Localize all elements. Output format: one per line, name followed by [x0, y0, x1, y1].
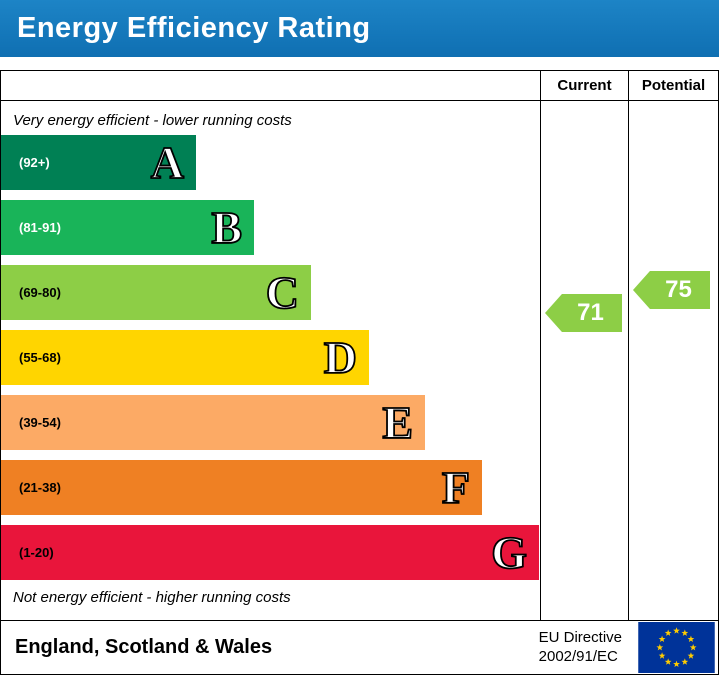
current-rating-arrow: 71	[545, 294, 622, 332]
band-d: (55-68) D	[1, 330, 369, 385]
region-label: England, Scotland & Wales	[15, 636, 273, 658]
potential-rating-arrow: 75	[633, 271, 710, 309]
band-c-range: (69-80)	[19, 285, 61, 300]
potential-column: 75	[628, 101, 718, 620]
eu-flag-icon	[638, 622, 715, 673]
energy-rating-chart: Current Potential Very energy efficient …	[0, 70, 719, 621]
footer-strip: England, Scotland & Wales EU Directive 2…	[0, 621, 719, 675]
band-d-range: (55-68)	[19, 350, 61, 365]
band-c-letter: C	[265, 266, 300, 318]
band-g: (1-20) G	[1, 525, 539, 580]
eu-directive-label: EU Directive 2002/91/EC	[539, 629, 622, 667]
potential-rating-value: 75	[665, 276, 692, 303]
band-g-letter: G	[490, 526, 528, 578]
band-e: (39-54) E	[1, 395, 425, 450]
eu-directive-line1: EU Directive	[538, 628, 622, 646]
band-b: (81-91) B	[1, 200, 254, 255]
title-banner: Energy Efficiency Rating	[0, 0, 719, 57]
current-rating-value: 71	[577, 299, 604, 326]
band-e-range: (39-54)	[19, 415, 61, 430]
band-e-letter: E	[381, 396, 413, 448]
band-g-range: (1-20)	[19, 545, 54, 560]
rating-bands: (92+) A (81-91) B (69-80) C (55-68) D	[1, 135, 540, 580]
current-column: 71	[540, 101, 628, 620]
band-b-range: (81-91)	[19, 220, 61, 235]
potential-column-header: Potential	[628, 71, 718, 100]
current-column-header: Current	[540, 71, 628, 100]
eu-directive-line2: 2002/91/EC	[538, 647, 618, 665]
bands-area: Very energy efficient - lower running co…	[1, 101, 540, 620]
band-d-letter: D	[323, 331, 358, 383]
band-f: (21-38) F	[1, 460, 482, 515]
chart-body: Very energy efficient - lower running co…	[1, 101, 718, 620]
band-c: (69-80) C	[1, 265, 311, 320]
band-f-letter: F	[441, 461, 471, 513]
column-header-spacer	[1, 71, 540, 100]
eu-flag-stars	[656, 627, 697, 668]
bottom-note: Not energy efficient - higher running co…	[13, 588, 291, 606]
band-a: (92+) A	[1, 135, 196, 190]
band-b-letter: B	[210, 201, 242, 253]
band-f-range: (21-38)	[19, 480, 61, 495]
top-note: Very energy efficient - lower running co…	[13, 111, 292, 129]
page-title: Energy Efficiency Rating	[17, 12, 371, 44]
column-header-row: Current Potential	[1, 71, 718, 101]
band-a-range: (92+)	[19, 155, 50, 170]
band-a-letter: A	[150, 136, 185, 188]
